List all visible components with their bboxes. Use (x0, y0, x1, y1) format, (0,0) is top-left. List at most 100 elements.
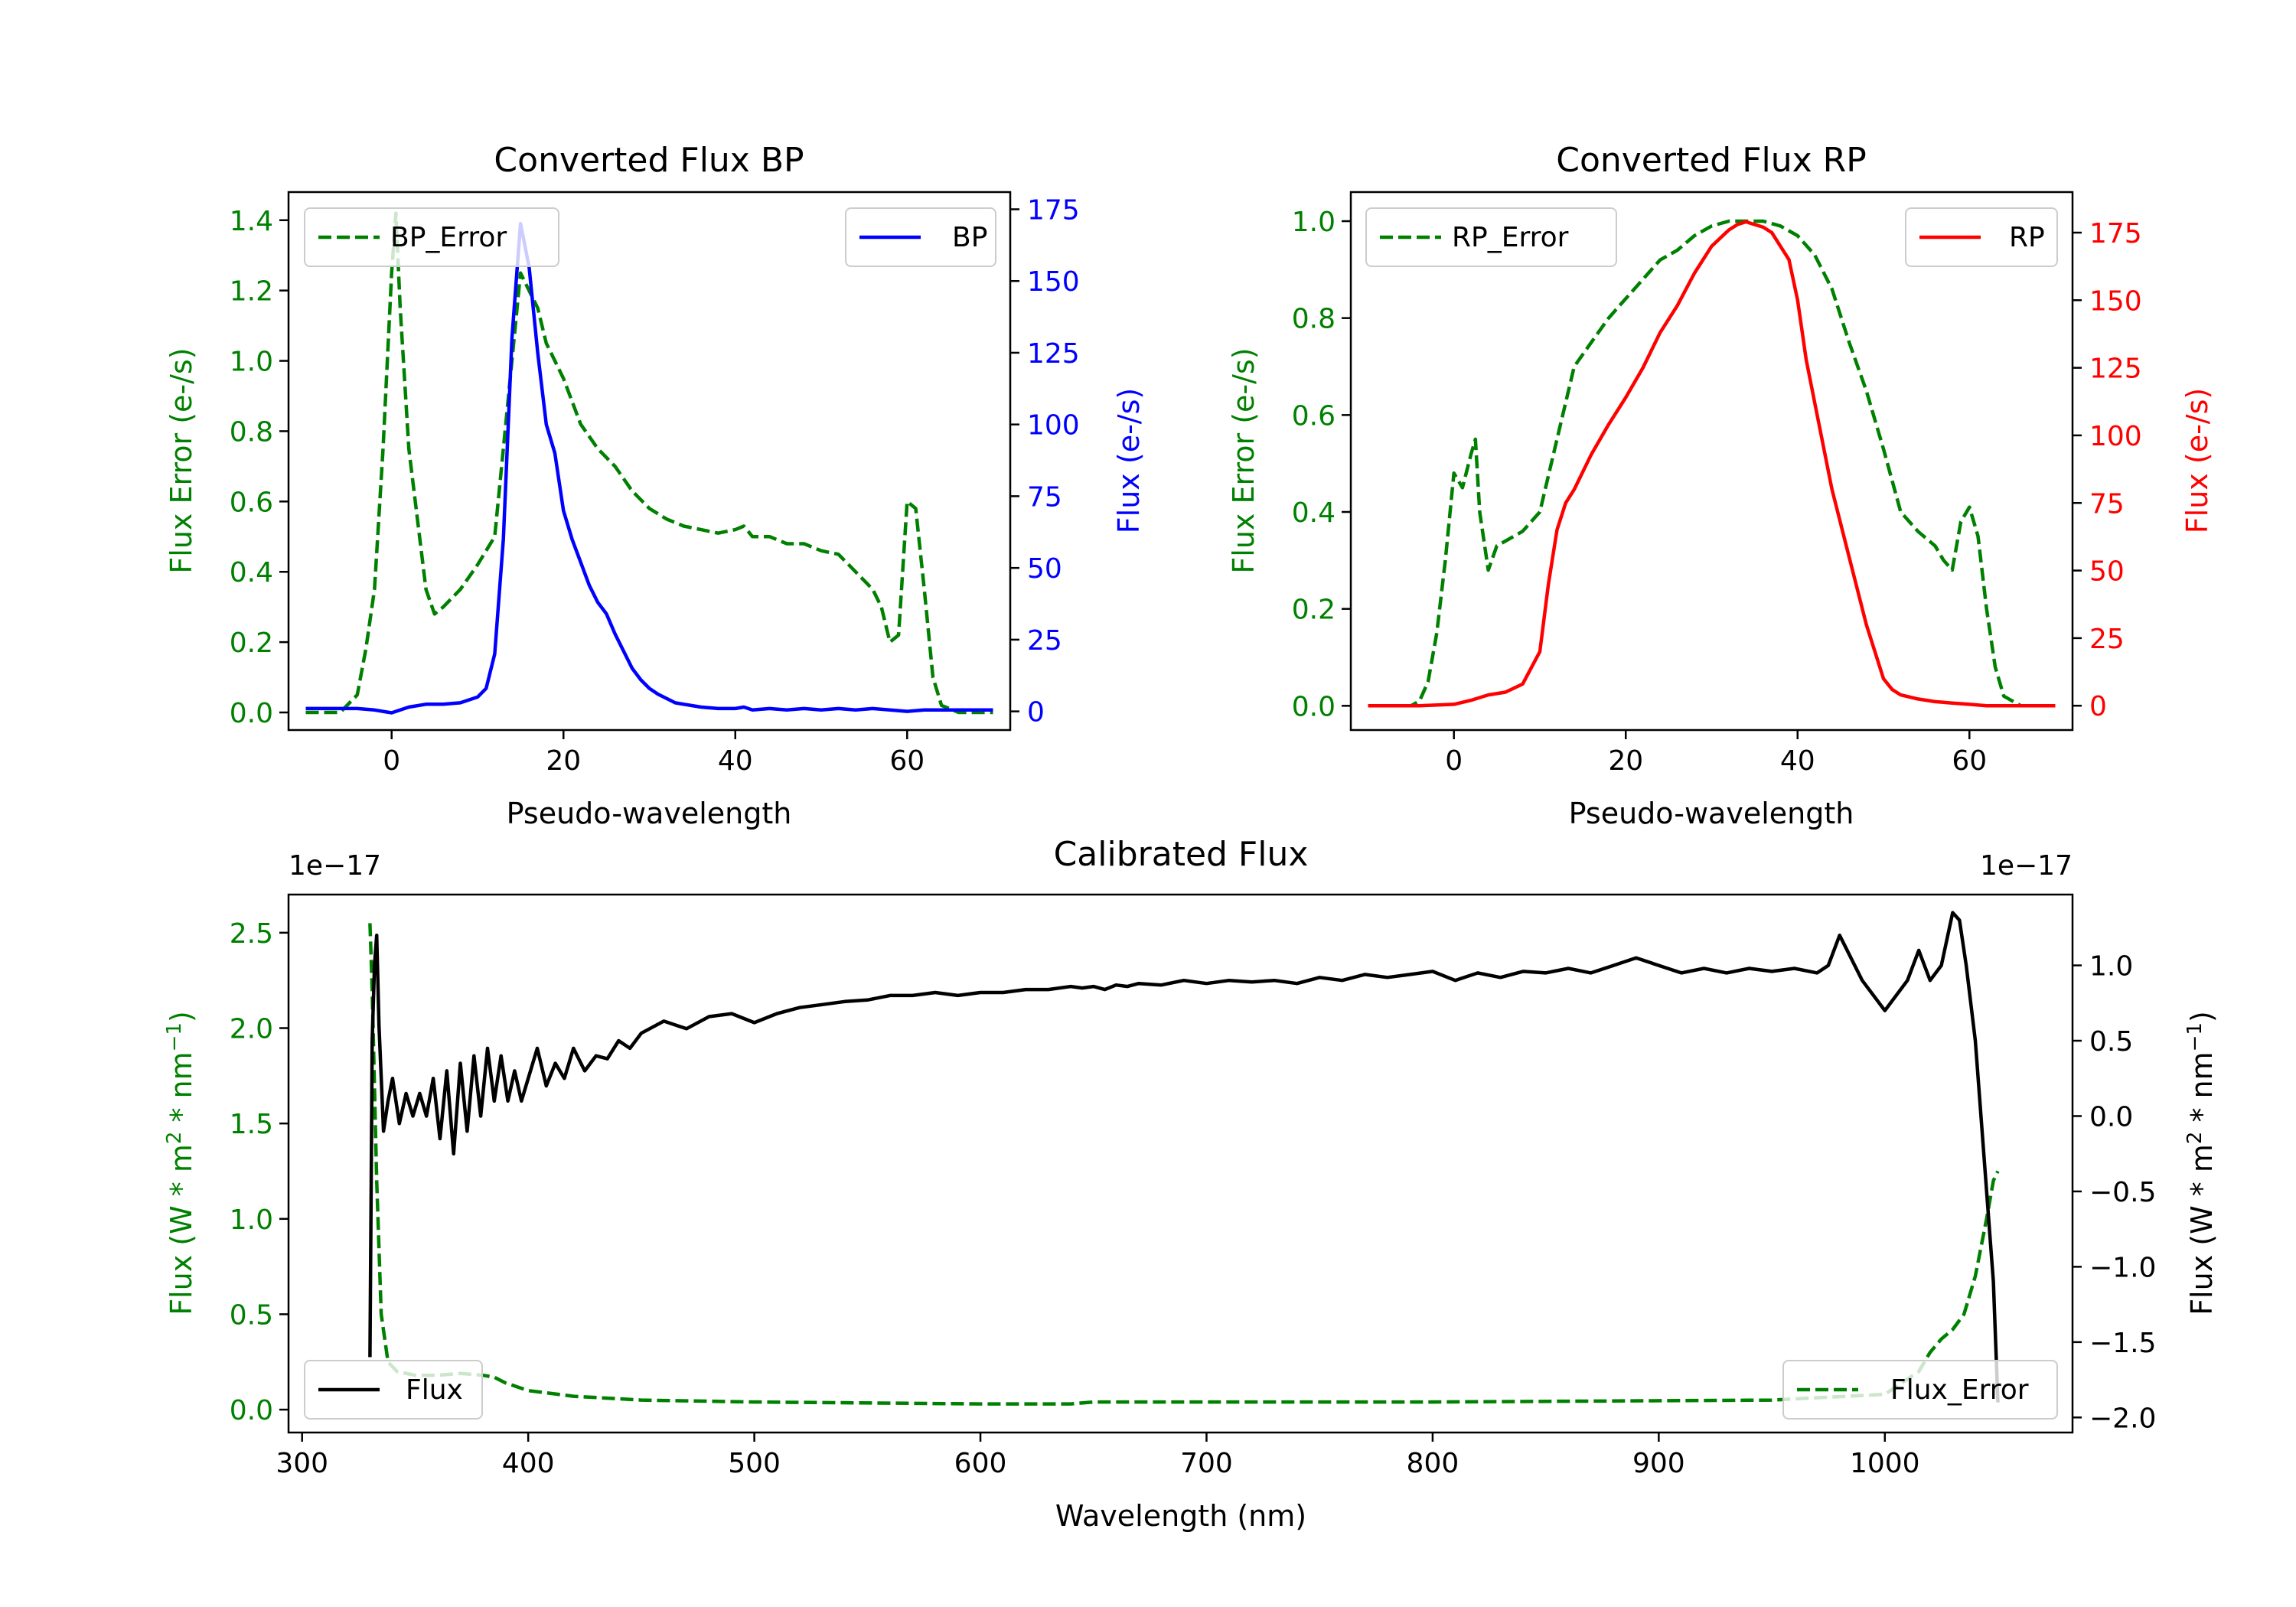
rp-series-rp (1368, 220, 2056, 708)
cal-y-right-tick-label: 0.0 (2089, 1101, 2133, 1133)
rp-y-right-tick-label: 150 (2089, 285, 2142, 317)
cal-y-left-tick-label: 1.0 (230, 1204, 273, 1236)
cal-title: Calibrated Flux (1054, 835, 1309, 874)
bp-series-bp (305, 221, 993, 715)
bp-x-tick-label: 20 (546, 745, 581, 777)
cal-x-tick-label: 600 (954, 1448, 1007, 1479)
bp-y-left-tick-label: 0.0 (230, 698, 273, 729)
panel-calibrated: Calibrated Flux 1e−17 1e−17 300 400 500 600… (163, 835, 2219, 1533)
rp-y-right-tick-label: 75 (2089, 488, 2125, 520)
rp-legend-error-box (1365, 207, 1617, 267)
cal-y-left-tick-label: 2.5 (230, 918, 273, 950)
cal-y-left-tick-label: 0.0 (230, 1395, 273, 1426)
cal-axes-frame (287, 893, 2074, 1434)
cal-offset-right: 1e−17 (1980, 850, 2073, 882)
rp-title: Converted Flux RP (1556, 141, 1867, 180)
bp-y-right-tick-label: 0 (1027, 697, 1045, 729)
bp-legend-error: BP_Error (304, 207, 559, 267)
cal-series-flux (368, 911, 2000, 1403)
cal-y-right-tick-label: 1.0 (2089, 951, 2133, 983)
bp-y-right-tick-label: 25 (1027, 625, 1062, 657)
rp-series-rp-error (1368, 219, 2056, 708)
cal-x-tick-label: 300 (276, 1448, 328, 1479)
rp-y-right-tick-label: 0 (2089, 691, 2107, 722)
bp-legend-bp: BP (845, 207, 996, 267)
rp-y-right-tick-label: 100 (2089, 421, 2142, 452)
cal-y-right-label: Flux (W * m2 * nm−1) (2183, 1011, 2219, 1315)
rp-legend-error: RP_Error (1365, 207, 1617, 267)
cal-y-left-label: Flux (W * m2 * nm−1) (163, 1011, 198, 1315)
cal-y-left-tick-label: 1.5 (230, 1109, 273, 1140)
cal-x-tick-label: 500 (728, 1448, 781, 1479)
cal-offset-left: 1e−17 (289, 850, 381, 882)
bp-x-tick-label: 40 (718, 745, 753, 777)
panel-bp: Converted Flux BP 0 20 40 60 0.0 0.2 0.4 0.6 0.8… (165, 141, 1146, 830)
cal-x-label: Wavelength (nm) (1055, 1499, 1306, 1533)
cal-y-left-tick-label: 0.5 (230, 1299, 273, 1331)
cal-x-tick-label: 700 (1180, 1448, 1233, 1479)
cal-y-right-tick-label: −0.5 (2089, 1177, 2156, 1208)
bp-y-left-tick-label: 0.6 (230, 487, 273, 518)
bp-axes-frame (287, 191, 1012, 732)
rp-x-tick-label: 60 (1952, 745, 1987, 777)
rp-x-tick-label: 20 (1608, 745, 1643, 777)
bp-y-right-tick-label: 150 (1027, 266, 1080, 298)
rp-y-right-tick-label: 50 (2089, 556, 2125, 588)
panel-rp: Converted Flux RP 0 20 40 60 0.0 0.2 0.4 0.6 0.8… (1227, 141, 2214, 830)
cal-legend-error-box (1782, 1360, 2058, 1420)
rp-y-right-tick-label: 25 (2089, 624, 2125, 655)
bp-y-left-tick-label: 0.8 (230, 416, 273, 448)
bp-y-right-tick-label: 75 (1027, 481, 1062, 513)
bp-y-right-label: Flux (e-/s) (1112, 388, 1146, 533)
cal-legend-flux-box (304, 1360, 483, 1420)
bp-y-left-tick-label: 1.0 (230, 347, 273, 378)
cal-legend-error-label: Flux_Error (1890, 1374, 2029, 1406)
rp-y-left-tick-label: 0.8 (1292, 304, 1336, 335)
rp-y-left-tick-label: 0.4 (1292, 497, 1336, 529)
rp-y-left-tick-label: 0.0 (1292, 691, 1336, 722)
cal-y-right-tick-label: 0.5 (2089, 1026, 2133, 1058)
rp-y-left-tick-label: 0.2 (1292, 595, 1336, 626)
bp-y-left-tick-label: 0.2 (230, 627, 273, 659)
rp-y-right-tick-label: 175 (2089, 218, 2142, 249)
cal-x-tick-label: 900 (1632, 1448, 1685, 1479)
cal-y-right-tick-label: −1.0 (2089, 1252, 2156, 1283)
bp-y-left-tick-label: 1.4 (230, 206, 273, 237)
bp-legend-error-box (304, 207, 559, 267)
cal-y-left-tick-label: 2.0 (230, 1014, 273, 1045)
bp-legend-error-label: BP_Error (390, 222, 507, 253)
rp-y-left-label: Flux Error (e-/s) (1227, 347, 1261, 573)
rp-x-tick-label: 0 (1445, 745, 1463, 777)
bp-y-right-tick-label: 100 (1027, 410, 1080, 442)
rp-legend-rp-label: RP (2009, 222, 2045, 253)
rp-x-tick-label: 40 (1780, 745, 1815, 777)
bp-y-right-tick-label: 50 (1027, 553, 1062, 585)
bp-x-label: Pseudo-wavelength (507, 797, 792, 830)
cal-x-tick-label: 800 (1407, 1448, 1459, 1479)
bp-series-bp-error (305, 211, 993, 715)
rp-legend-error-label: RP_Error (1452, 222, 1569, 253)
rp-y-right-label: Flux (e-/s) (2180, 388, 2214, 533)
cal-legend-flux: Flux (304, 1360, 483, 1420)
cal-legend-error: Flux_Error (1782, 1360, 2058, 1420)
rp-legend-rp: RP (1905, 207, 2058, 267)
rp-y-left-tick-label: 0.6 (1292, 400, 1336, 432)
cal-x-tick-label: 1000 (1850, 1448, 1920, 1479)
cal-x-tick-label: 400 (502, 1448, 555, 1479)
rp-axes-frame (1349, 191, 2074, 732)
rp-x-label: Pseudo-wavelength (1569, 797, 1854, 830)
bp-x-tick-label: 0 (383, 745, 400, 777)
rp-legend-rp-box (1905, 207, 2058, 267)
bp-y-right-tick-label: 175 (1027, 194, 1080, 226)
bp-x-tick-label: 60 (889, 745, 925, 777)
rp-y-left-tick-label: 1.0 (1292, 207, 1336, 238)
bp-y-left-tick-label: 1.2 (230, 276, 273, 308)
rp-y-right-tick-label: 125 (2089, 354, 2142, 385)
cal-legend-flux-label: Flux (406, 1374, 463, 1406)
bp-title: Converted Flux BP (494, 141, 804, 180)
bp-y-left-label: Flux Error (e-/s) (165, 347, 198, 573)
bp-legend-bp-label: BP (952, 222, 987, 253)
bp-y-right-tick-label: 125 (1027, 338, 1080, 370)
